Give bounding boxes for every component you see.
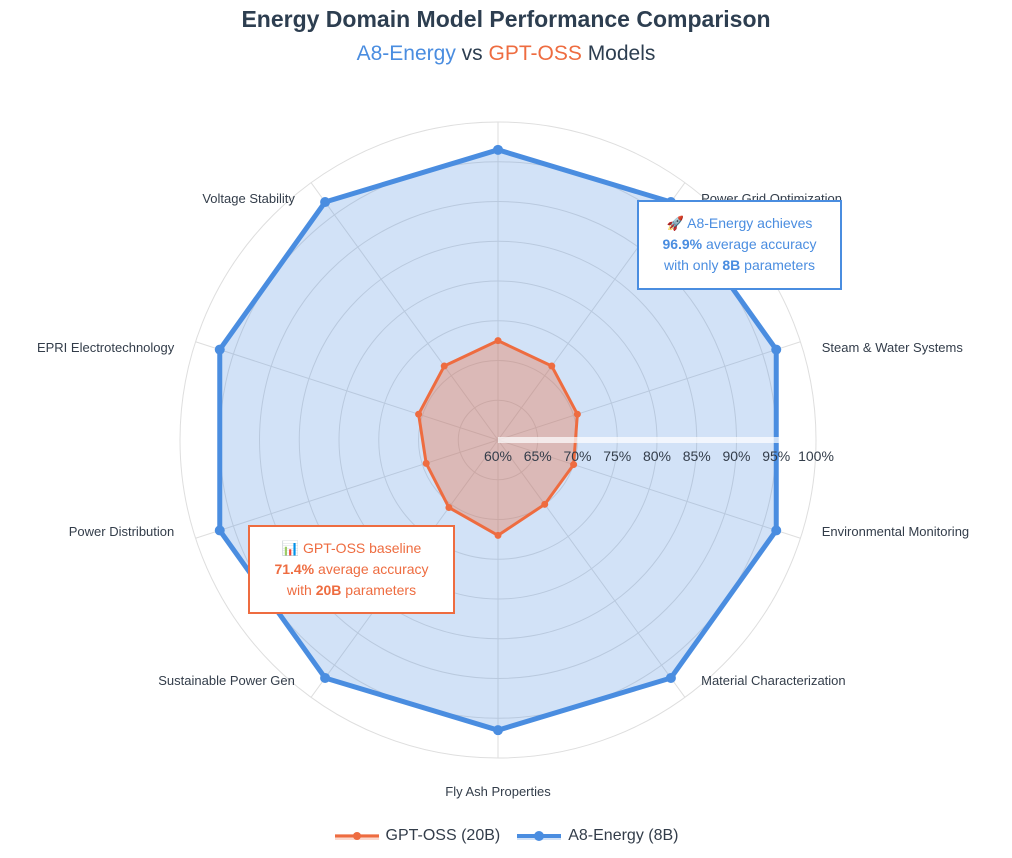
data-point-a8-energy-8b	[320, 672, 331, 683]
data-point-a8-energy-8b	[214, 344, 225, 355]
grid-spoke	[195, 341, 499, 441]
radial-tick-label: 100%	[798, 448, 834, 464]
data-point-gpt-oss-20b	[422, 459, 430, 467]
subtitle-rest: Models	[581, 42, 656, 65]
gpt-callout-line3-post: parameters	[341, 582, 417, 598]
rocket-icon: 🚀	[666, 215, 684, 231]
gpt-oss-callout: 📊 GPT-OSS baseline 71.4% average accurac…	[248, 525, 455, 614]
category-label: Power Distribution	[69, 524, 175, 539]
gpt-callout-params: 20B	[315, 582, 342, 598]
data-point-gpt-oss-20b	[573, 410, 581, 418]
grid-spoke	[310, 182, 499, 441]
chart-subtitle: A8-Energy vs GPT-OSS Models	[0, 42, 1012, 66]
bar-chart-icon: 📊	[281, 540, 300, 556]
legend-swatch-gpt-oss	[334, 832, 379, 840]
legend-swatch-a8-energy	[517, 831, 562, 841]
a8-callout-line3-post: parameters	[740, 257, 815, 273]
chart-title: Energy Domain Model Performance Comparis…	[241, 6, 771, 32]
data-point-a8-energy-8b	[665, 672, 676, 683]
subtitle-vs: vs	[455, 42, 489, 65]
data-point-a8-energy-8b	[493, 725, 503, 736]
radial-tick-label: 65%	[524, 448, 552, 464]
data-point-gpt-oss-20b	[494, 531, 502, 539]
gpt-callout-line1: GPT-OSS baseline	[303, 540, 422, 556]
legend-item-a8-energy[interactable]: A8-Energy (8B)	[516, 827, 678, 845]
subtitle-a8: A8-Energy	[356, 42, 456, 65]
category-label: Fly Ash Properties	[445, 784, 551, 799]
radial-tick-label: 70%	[563, 448, 591, 464]
radial-tick-label: 85%	[683, 448, 711, 464]
legend-label-gpt-oss: GPT-OSS (20B)	[385, 827, 501, 844]
a8-callout-accuracy: 96.9%	[662, 236, 703, 252]
subtitle-gpt: GPT-OSS	[488, 42, 582, 65]
gpt-callout-line2: average accuracy	[314, 561, 429, 577]
data-point-gpt-oss-20b	[445, 504, 453, 512]
data-point-a8-energy-8b	[493, 144, 503, 155]
category-label: Environmental Monitoring	[822, 524, 969, 539]
a8-callout-params: 8B	[722, 257, 741, 273]
data-point-gpt-oss-20b	[570, 461, 578, 469]
radial-tick-label: 95%	[762, 448, 790, 464]
grid-spoke	[497, 439, 801, 539]
category-label: EPRI Electrotechnology	[37, 340, 175, 355]
a8-callout-line3-pre: with only	[664, 257, 723, 273]
data-point-a8-energy-8b	[771, 344, 782, 355]
a8-callout-line1: A8-Energy achieves	[687, 215, 813, 231]
data-point-gpt-oss-20b	[494, 337, 502, 345]
data-point-a8-energy-8b	[320, 197, 331, 208]
grid-spoke	[497, 439, 686, 698]
data-point-gpt-oss-20b	[440, 362, 448, 370]
radar-chart: 60% 65% 70% 75% 80% 85% 90% 95% 100%Power Grid O…	[37, 121, 969, 799]
gpt-callout-accuracy: 71.4%	[274, 561, 315, 577]
radial-tick-label: 60%	[484, 448, 512, 464]
data-point-gpt-oss-20b	[415, 410, 423, 418]
category-label: Steam & Water Systems	[822, 340, 964, 355]
radial-tick-label: 80%	[643, 448, 671, 464]
data-point-gpt-oss-20b	[541, 500, 549, 508]
category-label: Voltage Stability	[202, 191, 295, 206]
radial-tick-label: 75%	[603, 448, 631, 464]
data-point-gpt-oss-20b	[548, 362, 556, 370]
radial-axis-band	[498, 437, 807, 443]
a8-energy-callout: 🚀 A8-Energy achieves 96.9% average accur…	[637, 200, 842, 290]
data-point-a8-energy-8b	[214, 525, 225, 536]
legend-label-a8-energy: A8-Energy (8B)	[568, 827, 679, 844]
gpt-callout-line3-pre: with	[286, 582, 316, 598]
data-point-a8-energy-8b	[771, 525, 782, 536]
radial-tick-label: 90%	[722, 448, 750, 464]
chart-legend: GPT-OSS (20B) A8-Energy (8B)	[0, 822, 1012, 850]
grid-spoke	[195, 439, 499, 539]
category-label: Material Characterization	[701, 673, 846, 688]
category-label: Sustainable Power Gen	[158, 673, 295, 688]
legend-item-gpt-oss[interactable]: GPT-OSS (20B)	[334, 827, 501, 845]
a8-callout-line2: average accuracy	[702, 236, 817, 252]
grid-spoke	[497, 341, 801, 441]
